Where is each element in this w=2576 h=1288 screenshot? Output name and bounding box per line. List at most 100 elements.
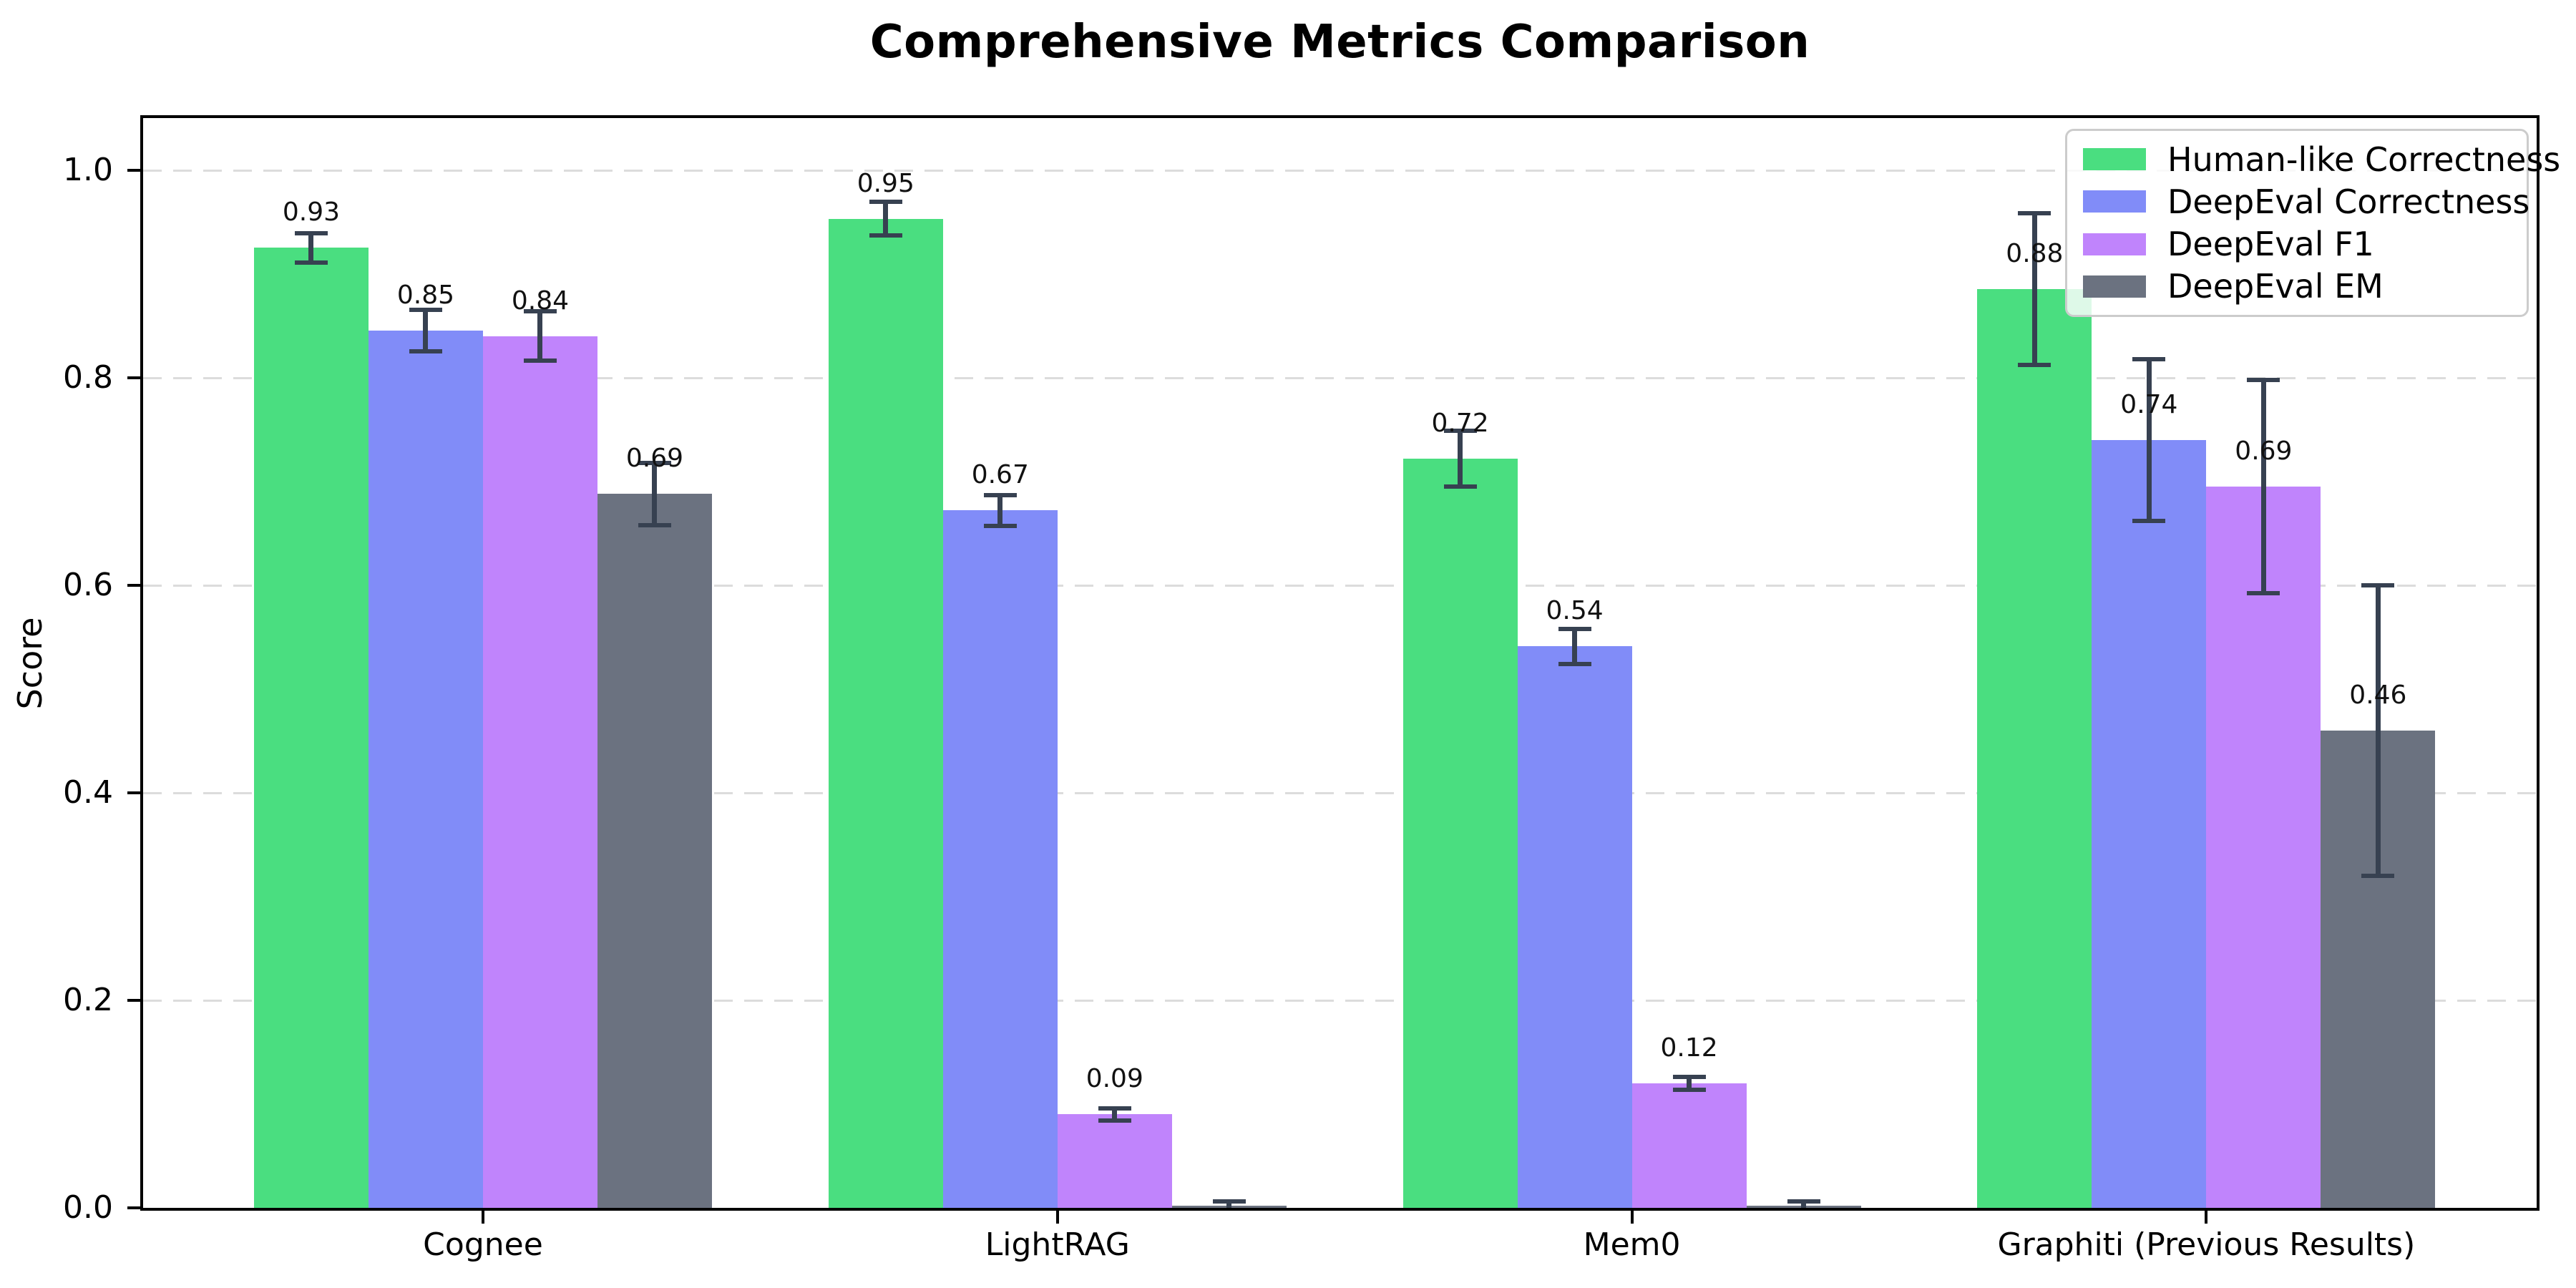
error-bar-cap-top	[638, 460, 671, 465]
legend-label: DeepEval EM	[2167, 267, 2384, 306]
bar-deepeval-em-0	[597, 494, 712, 1208]
gridline	[143, 999, 2537, 1002]
bar-value-label: 0.69	[2235, 436, 2293, 466]
bar-deepeval-f1-3	[2206, 486, 2321, 1208]
bar-deepeval-correctness-0	[368, 331, 483, 1208]
error-bar	[1226, 1201, 1232, 1208]
error-bar-cap-bottom	[2247, 591, 2280, 596]
bar-value-label: 0.95	[857, 168, 914, 198]
x-tick-label: LightRAG	[985, 1226, 1130, 1263]
y-tick-mark	[127, 376, 140, 379]
error-bar-cap-top	[2247, 377, 2280, 382]
bar-human-like-correctness-0	[253, 248, 369, 1208]
error-bar-cap-bottom	[409, 349, 442, 354]
legend-label: DeepEval F1	[2167, 225, 2374, 264]
x-tick-mark	[481, 1211, 484, 1224]
error-bar	[883, 202, 889, 235]
error-bar	[1112, 1108, 1118, 1121]
bar-value-label: 0.67	[971, 460, 1029, 490]
error-bar-cap-bottom	[2361, 873, 2395, 878]
bar-deepeval-f1-1	[1057, 1114, 1172, 1208]
bar-deepeval-correctness-3	[2092, 439, 2207, 1208]
legend-swatch	[2083, 190, 2146, 213]
bar-value-label: 0.72	[1431, 408, 1489, 438]
y-tick-label: 1.0	[63, 151, 113, 188]
error-bar-cap-bottom	[983, 524, 1017, 529]
x-tick-mark	[2205, 1211, 2208, 1224]
gridline	[143, 584, 2537, 587]
error-bar	[1458, 430, 1463, 487]
legend-label: Human-like Correctness	[2167, 140, 2561, 179]
y-tick-label: 0.8	[63, 358, 113, 396]
error-bar	[997, 494, 1003, 527]
x-tick-mark	[1630, 1211, 1634, 1224]
legend-swatch	[2083, 275, 2146, 298]
legend-item: DeepEval EM	[2083, 267, 2512, 306]
x-tick-mark	[1055, 1211, 1059, 1224]
error-bar-cap-bottom	[1098, 1118, 1131, 1123]
error-bar	[2146, 358, 2152, 521]
error-bar-cap-bottom	[1558, 661, 1591, 666]
error-bar-cap-bottom	[294, 260, 328, 265]
error-bar	[1687, 1077, 1692, 1090]
error-bar-cap-top	[2361, 582, 2395, 587]
error-bar-cap-top	[2132, 356, 2166, 361]
y-tick-label: 0.0	[63, 1189, 113, 1226]
bar-value-label: 0.88	[2006, 239, 2064, 269]
bar-value-label: 0.74	[2120, 389, 2178, 419]
error-bar-cap-bottom	[523, 358, 557, 364]
gridline	[143, 169, 2537, 172]
error-bar-cap-top	[869, 200, 902, 205]
error-bar-cap-top	[523, 308, 557, 313]
error-bar-cap-bottom	[2018, 363, 2051, 368]
bar-value-label: 0.93	[282, 197, 341, 228]
legend-item: DeepEval Correctness	[2083, 182, 2529, 221]
y-tick-mark	[127, 168, 140, 172]
bar-deepeval-correctness-2	[1517, 646, 1632, 1208]
bar-value-label: 0.46	[2349, 680, 2407, 710]
error-bar-cap-top	[1443, 428, 1477, 433]
error-bar-cap-bottom	[2132, 518, 2166, 523]
error-bar	[2260, 379, 2266, 594]
legend-swatch	[2083, 148, 2146, 171]
error-bar-cap-top	[1212, 1199, 1246, 1204]
y-tick-mark	[127, 1206, 140, 1209]
bar-human-like-correctness-3	[1977, 289, 2092, 1208]
bar-value-label: 0.84	[511, 286, 570, 316]
error-bar-cap-bottom	[869, 233, 902, 238]
y-tick-label: 0.6	[63, 566, 113, 603]
bar-deepeval-f1-0	[482, 336, 597, 1208]
error-bar	[1801, 1201, 1807, 1208]
legend-label: DeepEval Correctness	[2167, 182, 2530, 221]
bar-value-label: 0.85	[396, 280, 455, 311]
error-bar-cap-top	[1672, 1075, 1706, 1080]
bar-human-like-correctness-2	[1402, 458, 1518, 1208]
x-tick-label: Cognee	[423, 1226, 543, 1263]
error-bar	[2031, 213, 2037, 366]
error-bar	[652, 462, 658, 525]
error-bar	[423, 310, 429, 352]
gridline	[143, 376, 2537, 379]
error-bar-cap-top	[294, 231, 328, 235]
bar-value-label: 0.09	[1085, 1064, 1143, 1094]
error-bar-cap-top	[983, 492, 1017, 497]
legend-swatch	[2083, 233, 2146, 255]
x-tick-label: Mem0	[1583, 1226, 1681, 1263]
error-bar	[1572, 628, 1578, 664]
legend-item: Human-like Correctness	[2083, 140, 2560, 179]
chart-title: Comprehensive Metrics Comparison	[869, 16, 1810, 69]
bar-value-label: 0.54	[1546, 596, 1604, 626]
y-tick-mark	[127, 998, 140, 1002]
error-bar	[308, 233, 314, 263]
error-bar-cap-bottom	[1443, 484, 1477, 489]
error-bar-cap-top	[1558, 626, 1591, 631]
y-tick-label: 0.4	[63, 774, 113, 811]
error-bar-cap-bottom	[1672, 1087, 1706, 1092]
bar-deepeval-correctness-1	[942, 510, 1058, 1208]
y-tick-mark	[127, 583, 140, 587]
error-bar-cap-top	[409, 308, 442, 313]
y-tick-mark	[127, 791, 140, 794]
error-bar	[2375, 585, 2381, 876]
bar-value-label: 0.69	[625, 444, 684, 474]
